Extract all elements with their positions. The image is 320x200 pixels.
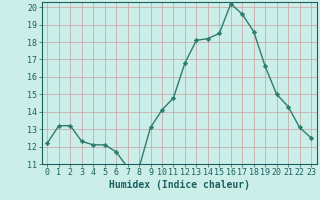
X-axis label: Humidex (Indice chaleur): Humidex (Indice chaleur): [109, 180, 250, 190]
